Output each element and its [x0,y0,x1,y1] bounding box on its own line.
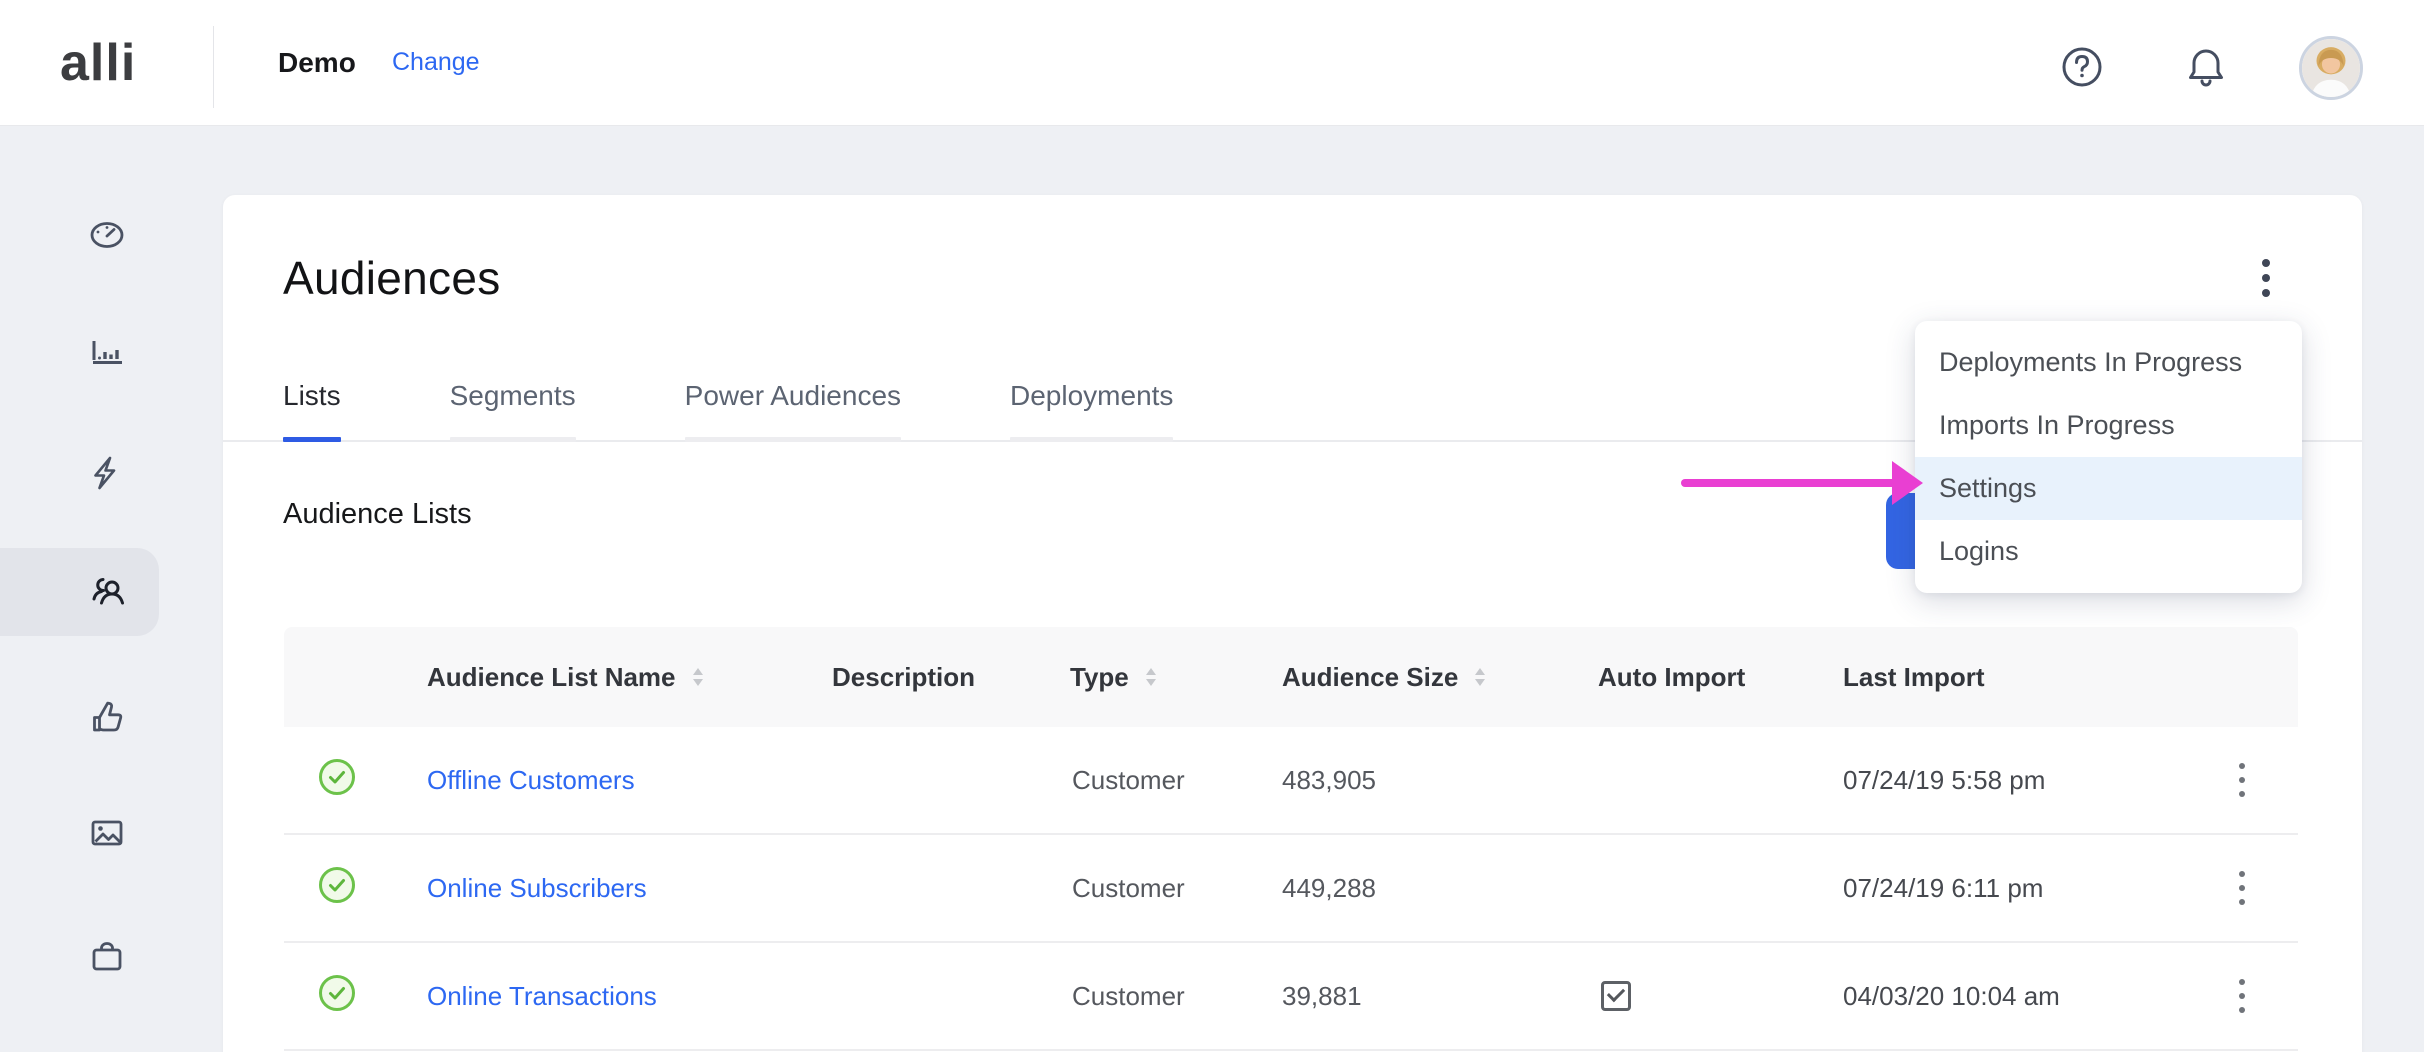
column-header-audience-size[interactable]: Audience Size [1282,627,1488,727]
type-cell: Customer [1072,835,1185,941]
check-circle-icon [318,866,356,911]
row-options-menu-button[interactable] [2220,745,2264,815]
column-header-type[interactable]: Type [1070,627,1159,727]
section-title: Audience Lists [283,498,472,531]
change-account-link[interactable]: Change [392,0,480,125]
card-options-menu-button[interactable] [2246,243,2286,313]
top-header: alli Demo Change [0,0,2424,126]
image-icon [85,811,129,855]
account-name: Demo [278,0,356,125]
kebab-icon [2239,979,2245,985]
notifications-button[interactable] [2184,44,2228,90]
sidebar-item-creative[interactable] [85,811,129,855]
shopping-bag-icon [85,934,129,978]
tab-power-audiences[interactable]: Power Audiences [685,356,901,440]
audience-size-cell: 449,288 [1282,835,1376,941]
kebab-icon [2262,259,2270,267]
help-icon [2060,77,2104,92]
sort-icon [1472,666,1488,688]
thumbs-up-icon [85,693,129,737]
menu-item-imports-in-progress[interactable]: Imports In Progress [1915,394,2302,457]
menu-item-logins[interactable]: Logins [1915,520,2302,583]
column-header-last-import: Last Import [1843,627,1985,727]
auto-import-cell [1601,943,1631,1049]
table-body: Offline Customers Customer 483,905 07/24… [284,727,2298,1051]
column-header-description: Description [832,627,975,727]
sidebar-selected-pill [0,548,159,636]
menu-item-settings[interactable]: Settings [1915,457,2302,520]
card-options-menu: Deployments In Progress Imports In Progr… [1915,321,2302,593]
user-avatar[interactable] [2299,36,2363,100]
audience-list-link[interactable]: Online Subscribers [427,835,647,941]
import-status-cell [318,943,356,1049]
type-cell: Customer [1072,943,1185,1049]
tab-lists[interactable]: Lists [283,356,341,440]
table-row: Offline Customers Customer 483,905 07/24… [284,727,2298,835]
kebab-icon [2239,763,2245,769]
bell-icon [2184,78,2228,93]
kebab-icon [2239,871,2245,877]
help-button[interactable] [2060,45,2104,89]
sidebar-item-analytics[interactable] [85,330,129,374]
import-status-cell [318,727,356,833]
last-import-cell: 07/24/19 5:58 pm [1843,727,2045,833]
column-header-auto-import: Auto Import [1598,627,1745,727]
last-import-cell: 04/03/20 10:04 am [1843,943,2060,1049]
sidebar-item-dashboard[interactable] [85,213,129,257]
audience-list-link[interactable]: Offline Customers [427,727,635,833]
page-title: Audiences [283,251,501,305]
bar-chart-icon [85,330,129,374]
check-circle-icon [318,758,356,803]
sort-icon [1143,666,1159,688]
table-row: Online Transactions Customer 39,881 04/0… [284,943,2298,1051]
last-import-cell: 07/24/19 6:11 pm [1843,835,2043,941]
app-screen: alli Demo Change [0,0,2424,1052]
tab-deployments[interactable]: Deployments [1010,356,1173,440]
header-divider [213,26,214,108]
audience-size-cell: 39,881 [1282,943,1362,1049]
sidebar-item-audiences[interactable] [85,568,129,612]
import-status-cell [318,835,356,941]
audience-size-cell: 483,905 [1282,727,1376,833]
row-options-menu-button[interactable] [2220,961,2264,1031]
audience-list-link[interactable]: Online Transactions [427,943,657,1049]
lightning-icon [85,451,129,495]
sidebar-item-commerce[interactable] [85,934,129,978]
auto-import-checkbox[interactable] [1601,981,1631,1011]
type-cell: Customer [1072,727,1185,833]
table-row: Online Subscribers Customer 449,288 07/2… [284,835,2298,943]
table-header-row: Audience List Name Description Type Audi… [284,627,2298,727]
menu-item-deployments-in-progress[interactable]: Deployments In Progress [1915,331,2302,394]
sidebar-item-engagement[interactable] [85,693,129,737]
tab-segments[interactable]: Segments [450,356,576,440]
sort-icon [690,666,706,688]
row-options-menu-button[interactable] [2220,853,2264,923]
check-circle-icon [318,974,356,1019]
sidebar [0,125,160,1052]
dashboard-gauge-icon [85,213,129,257]
audiences-people-icon [85,568,129,612]
sidebar-item-automation[interactable] [85,451,129,495]
column-header-audience-list-name[interactable]: Audience List Name [427,627,706,727]
alli-logo: alli [60,0,136,125]
